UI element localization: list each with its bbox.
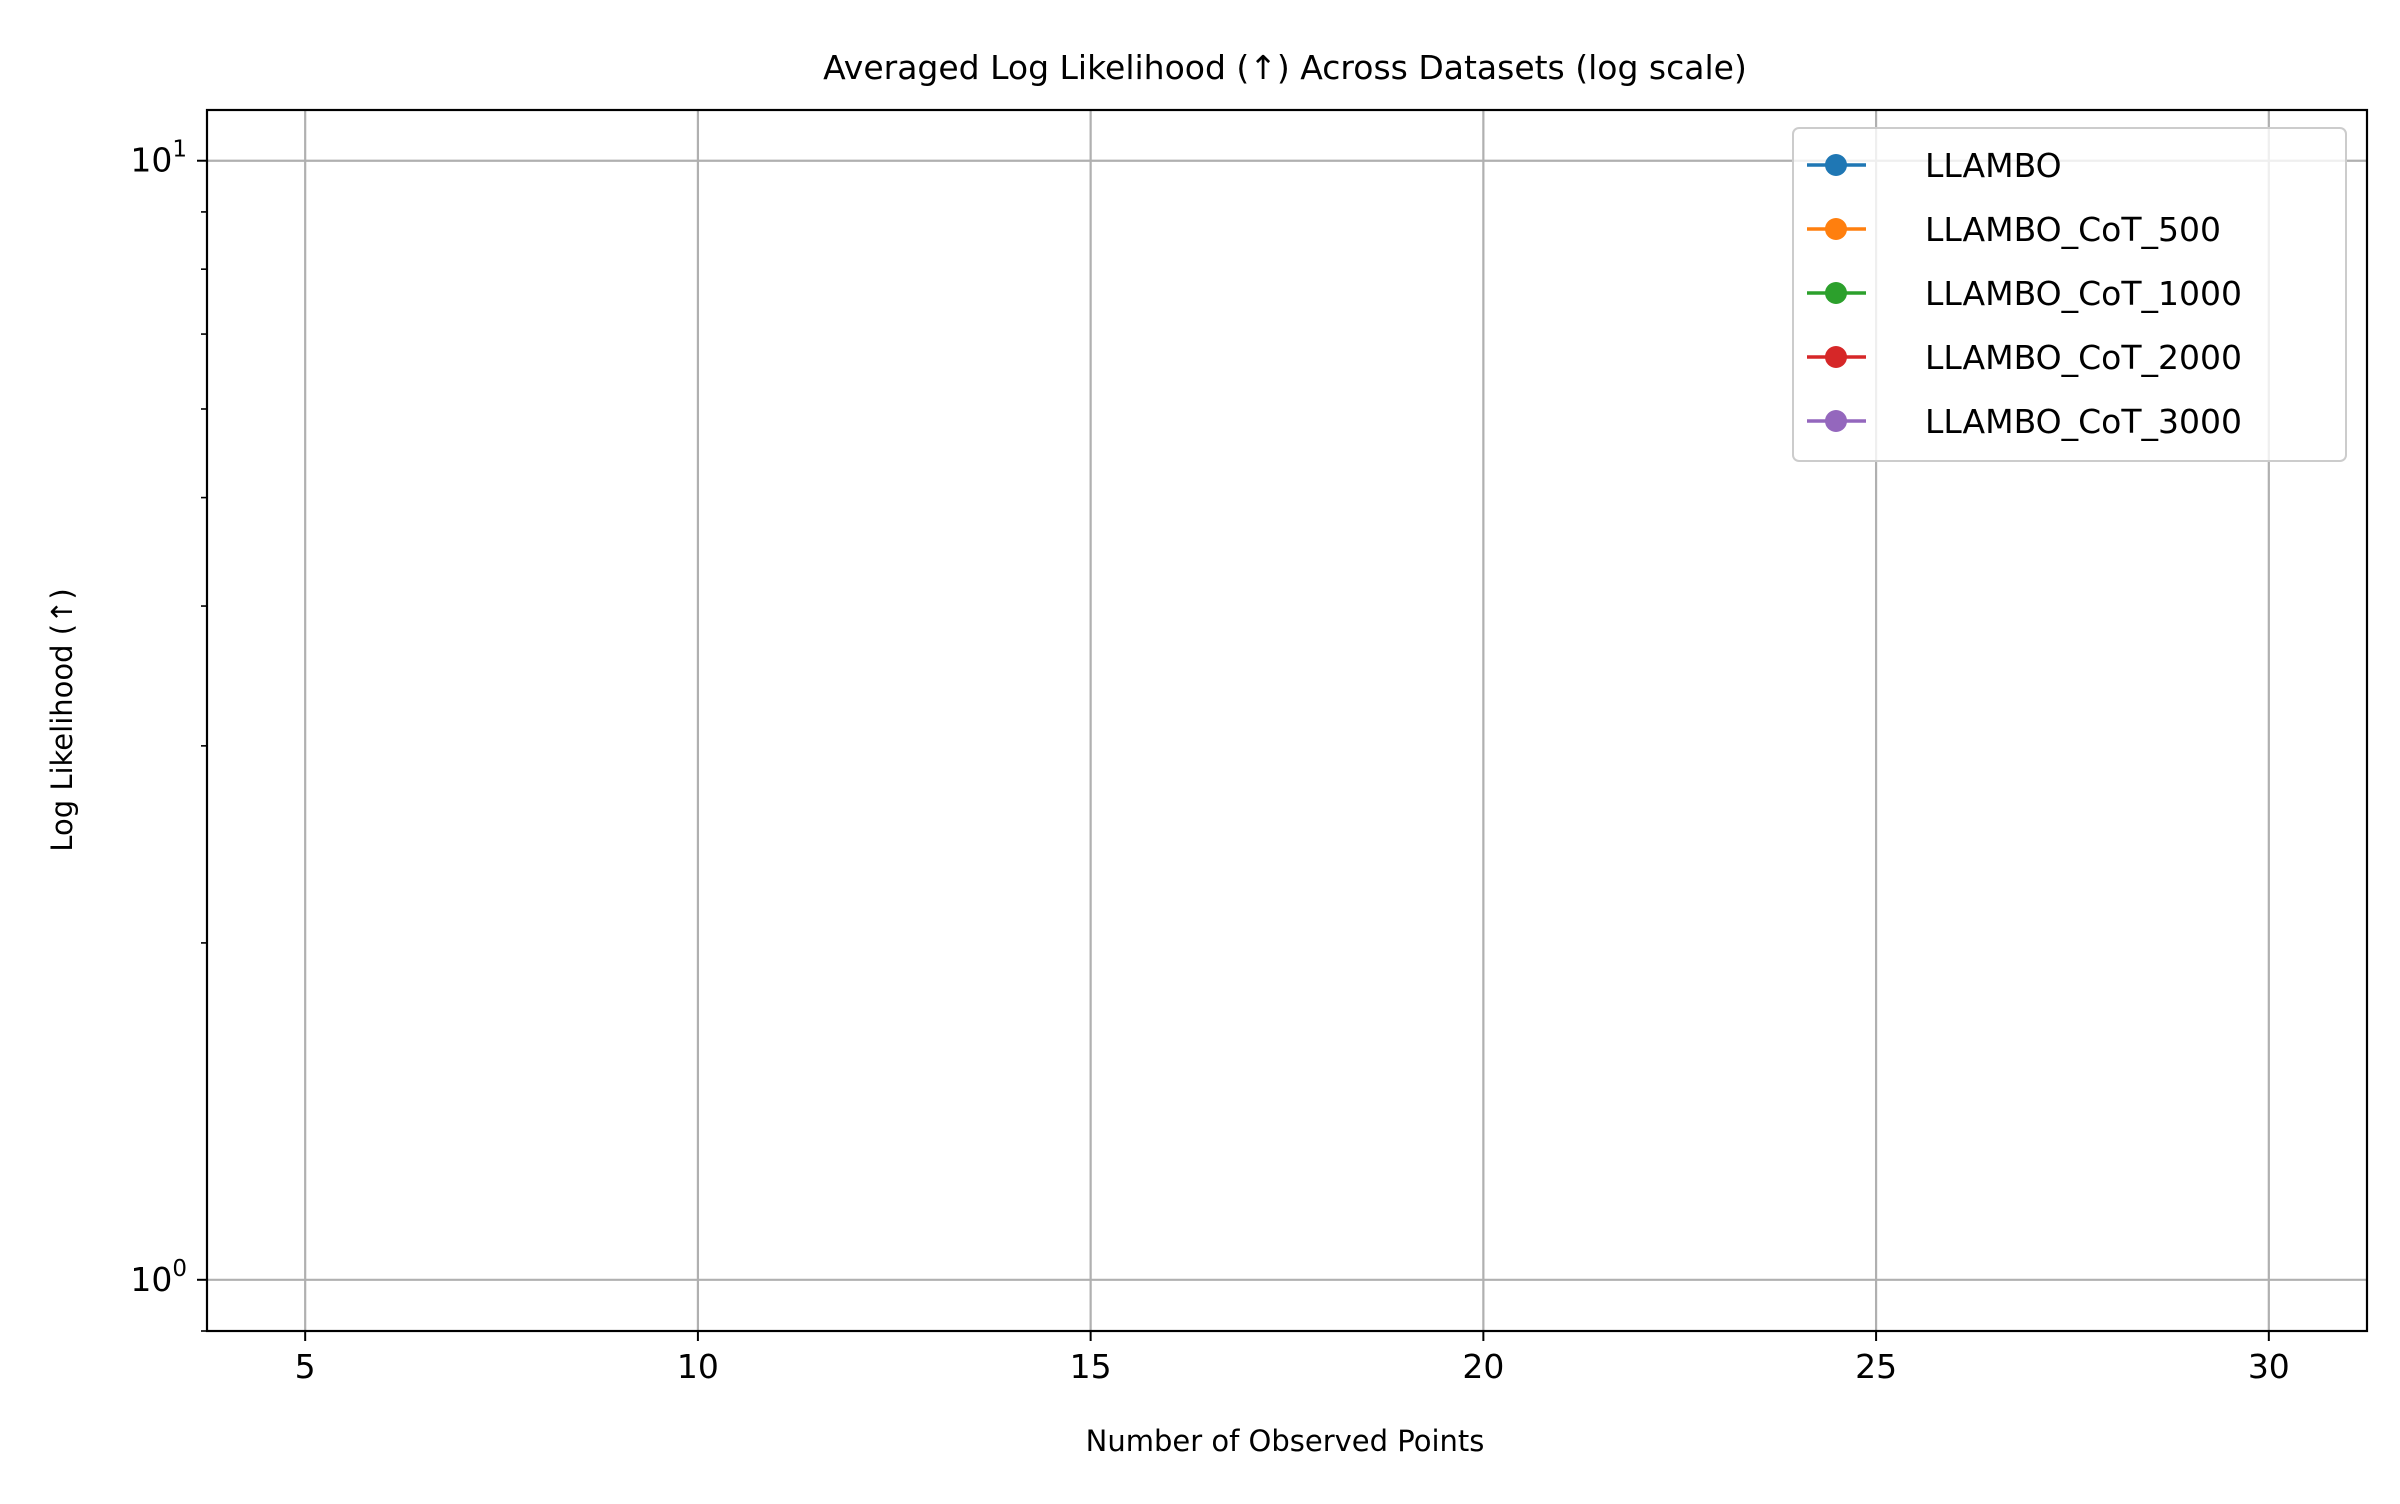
y-axis-label: Log Likelihood (↑) xyxy=(45,588,79,851)
legend-label: LLAMBO xyxy=(1925,146,2062,185)
x-tick-label: 30 xyxy=(2248,1347,2290,1386)
axes-frame xyxy=(205,108,2369,1333)
x-tick-label: 10 xyxy=(677,1347,719,1386)
legend-marker-swatch xyxy=(1825,410,1847,432)
grid xyxy=(207,110,2367,1331)
y-tick-label-exponent: 0 xyxy=(172,1256,187,1282)
legend-label: LLAMBO_CoT_2000 xyxy=(1925,338,2242,377)
legend-box xyxy=(1792,127,2347,462)
chart-title: Averaged Log Likelihood (↑) Across Datas… xyxy=(823,48,1747,87)
legend-marker-swatch xyxy=(1825,218,1847,240)
plot-frame xyxy=(205,108,2369,1333)
y-tick-label-base: 10 xyxy=(130,141,172,180)
legend-label: LLAMBO_CoT_3000 xyxy=(1925,402,2242,441)
y-tick-label-exponent: 1 xyxy=(172,137,187,163)
y-tick-label-base: 10 xyxy=(130,1260,172,1299)
legend-label: LLAMBO_CoT_500 xyxy=(1925,210,2221,249)
x-tick-label: 15 xyxy=(1070,1347,1112,1386)
legend-marker-swatch xyxy=(1825,282,1847,304)
x-tick-label: 25 xyxy=(1855,1347,1897,1386)
y-tick-label: 101 xyxy=(130,137,187,180)
legend: LLAMBO LLAMBO_CoT_500 LLAMBO_CoT_1000 LLAMB… xyxy=(1792,127,2347,462)
legend-marker-swatch xyxy=(1825,154,1847,176)
x-axis-label: Number of Observed Points xyxy=(1086,1424,1485,1458)
legend-label: LLAMBO_CoT_1000 xyxy=(1925,274,2242,313)
x-tick-label: 20 xyxy=(1462,1347,1504,1386)
y-tick-label: 100 xyxy=(130,1256,187,1299)
legend-marker-swatch xyxy=(1825,346,1847,368)
x-tick-label: 5 xyxy=(295,1347,316,1386)
